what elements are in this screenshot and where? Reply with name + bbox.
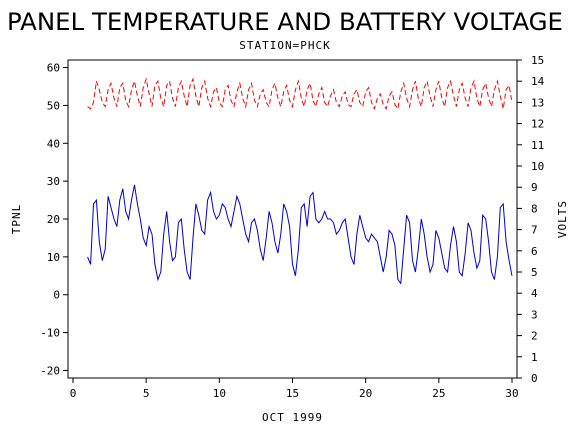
x-axis-label: OCT 1999 [262, 411, 323, 424]
y-tick-label-right: 3 [531, 308, 538, 321]
chart-subtitle: STATION=PHCK [239, 39, 330, 52]
y-tick-label-right: 12 [531, 118, 544, 131]
y-tick-label-right: 0 [531, 372, 538, 385]
x-tick-label: 20 [359, 387, 372, 400]
y-tick-label-left: 30 [47, 175, 60, 188]
y-tick-label-right: 11 [531, 139, 544, 152]
y-tick-label-right: 10 [531, 160, 544, 173]
x-tick-label: 5 [143, 387, 150, 400]
y-tick-label-right: 6 [531, 245, 538, 258]
y-axis-label-right: VOLTS [556, 200, 569, 238]
y-tick-label-left: 50 [47, 99, 60, 112]
x-tick-label: 10 [213, 387, 226, 400]
y-tick-label-left: 10 [47, 251, 60, 264]
y-tick-label-left: 60 [47, 62, 60, 75]
y-tick-label-right: 13 [531, 96, 544, 109]
series-line-tpnl [87, 184, 513, 285]
y-tick-label-left: 40 [47, 137, 60, 150]
x-tick-label: 0 [70, 387, 77, 400]
left-axis-ticks: -20 -10 0 10 20 30 40 50 60 [40, 62, 68, 377]
y-tick-label-right: 4 [531, 287, 538, 300]
y-tick-label-right: 7 [531, 224, 538, 237]
y-tick-label-right: 14 [531, 75, 545, 88]
x-tick-label: 30 [505, 387, 518, 400]
y-tick-label-right: 9 [531, 181, 538, 194]
y-tick-label-right: 8 [531, 202, 538, 215]
series-line-volts [87, 77, 513, 111]
y-tick-label-right: 5 [531, 266, 538, 279]
series-layer [87, 77, 513, 285]
y-tick-label-right: 15 [531, 54, 544, 67]
y-tick-label-left: 0 [53, 289, 60, 302]
x-axis-ticks: 0 5 10 15 20 25 30 [70, 378, 519, 400]
y-tick-label-left: -10 [40, 327, 60, 340]
y-tick-label-left: 20 [47, 213, 60, 226]
y-tick-label-right: 2 [531, 330, 538, 343]
chart-title: PANEL TEMPERATURE AND BATTERY VOLTAGE [7, 8, 563, 36]
x-tick-label: 15 [286, 387, 299, 400]
y-tick-label-right: 1 [531, 351, 538, 364]
x-tick-label: 25 [432, 387, 445, 400]
y-axis-label-left: TPNL [10, 204, 23, 235]
y-tick-label-left: -20 [40, 364, 60, 377]
